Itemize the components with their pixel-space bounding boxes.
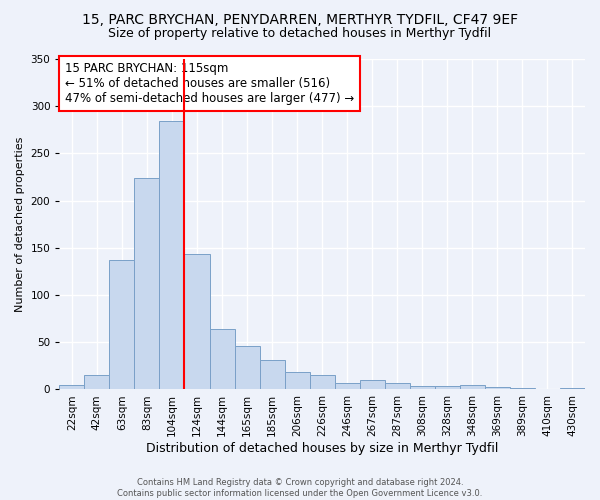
- Bar: [284, 372, 310, 390]
- Bar: [134, 178, 160, 390]
- Bar: [59, 384, 85, 390]
- Bar: [485, 386, 510, 390]
- Text: 15, PARC BRYCHAN, PENYDARREN, MERTHYR TYDFIL, CF47 9EF: 15, PARC BRYCHAN, PENYDARREN, MERTHYR TY…: [82, 12, 518, 26]
- Bar: [460, 384, 485, 390]
- Bar: [209, 329, 235, 390]
- Bar: [385, 383, 410, 390]
- Bar: [435, 386, 460, 390]
- Bar: [235, 346, 260, 390]
- Text: 15 PARC BRYCHAN: 115sqm
← 51% of detached houses are smaller (516)
47% of semi-d: 15 PARC BRYCHAN: 115sqm ← 51% of detache…: [65, 62, 354, 106]
- Bar: [85, 376, 109, 390]
- Bar: [160, 122, 184, 390]
- Bar: [510, 388, 535, 390]
- Bar: [360, 380, 385, 390]
- Bar: [109, 260, 134, 390]
- Bar: [310, 376, 335, 390]
- Bar: [410, 386, 435, 390]
- Text: Size of property relative to detached houses in Merthyr Tydfil: Size of property relative to detached ho…: [109, 28, 491, 40]
- Bar: [260, 360, 284, 390]
- Bar: [335, 383, 360, 390]
- Bar: [560, 388, 585, 390]
- Y-axis label: Number of detached properties: Number of detached properties: [15, 136, 25, 312]
- X-axis label: Distribution of detached houses by size in Merthyr Tydfil: Distribution of detached houses by size …: [146, 442, 499, 455]
- Text: Contains HM Land Registry data © Crown copyright and database right 2024.
Contai: Contains HM Land Registry data © Crown c…: [118, 478, 482, 498]
- Bar: [184, 254, 209, 390]
